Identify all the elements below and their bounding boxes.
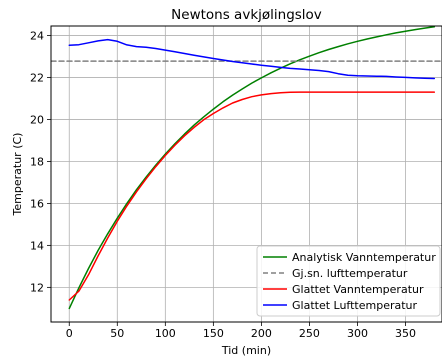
y-tick-label: 20 (30, 113, 44, 126)
legend-label: Analytisk Vanntemperatur (292, 251, 436, 264)
y-tick-label: 18 (30, 155, 44, 168)
x-tick-label: 0 (66, 327, 73, 340)
x-tick-label: 150 (203, 327, 224, 340)
legend-label: Glattet Vanntemperatur (292, 283, 424, 296)
x-tick-label: 200 (251, 327, 272, 340)
y-tick-label: 12 (30, 281, 44, 294)
y-tick-label: 24 (30, 29, 44, 42)
y-tick-label: 22 (30, 71, 44, 84)
chart-title: Newtons avkjølingslov (171, 7, 322, 23)
y-tick-label: 16 (30, 197, 44, 210)
axis-ticks: 0 50 100 150 200 250 300 350 12 14 16 18 20 22 24 (30, 29, 416, 340)
x-tick-label: 100 (155, 327, 176, 340)
legend-box (256, 245, 441, 317)
x-tick-label: 50 (110, 327, 124, 340)
x-tick-label: 350 (395, 327, 416, 340)
x-tick-label: 250 (299, 327, 320, 340)
series-layer (51, 26, 442, 310)
plot-frame (50, 25, 442, 323)
legend-label: Gj.sn. lufttemperatur (292, 267, 408, 280)
x-tick-label: 300 (347, 327, 368, 340)
legend-label: Glattet Lufttemperatur (292, 299, 418, 312)
y-tick-label: 14 (30, 239, 44, 252)
legend: Analytisk Vanntemperatur Gj.sn. lufttempe… (256, 245, 441, 317)
series-line-4 (68, 38, 436, 80)
grid-lines (51, 26, 442, 322)
y-axis-title: Temperatur (C) (11, 133, 24, 217)
series-line-3 (68, 91, 436, 301)
series-line-1 (68, 26, 436, 310)
x-axis-title: Tid (min) (221, 344, 271, 357)
